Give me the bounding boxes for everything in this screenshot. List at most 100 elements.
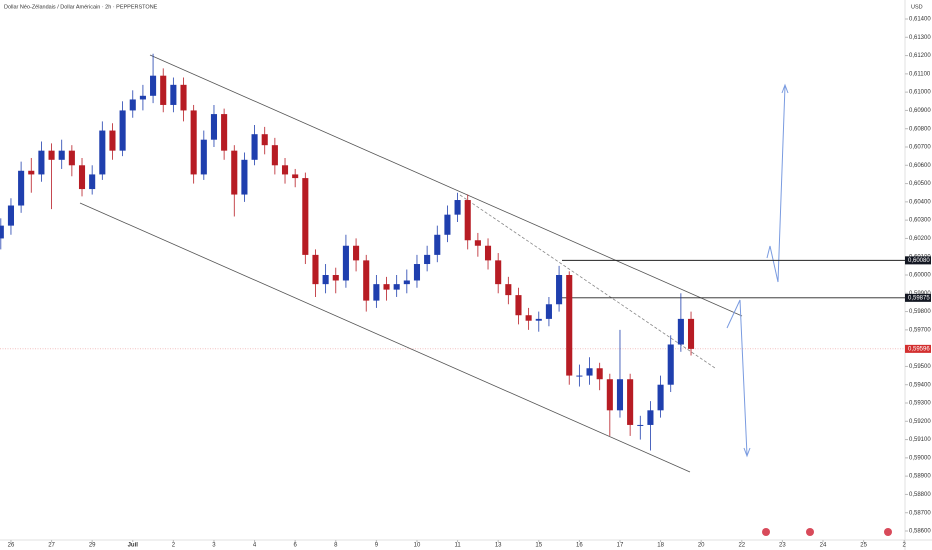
candle-body (281, 165, 289, 175)
y-tick-label: 0,60400 (909, 199, 931, 205)
candle-body (99, 130, 106, 175)
chart-title: Dollar Néo-Zélandais / Dollar Américain … (4, 4, 158, 10)
candle-body (0, 225, 4, 239)
candle-body (241, 159, 248, 195)
candle-body (210, 114, 218, 140)
y-tick-label: 0,60200 (909, 236, 931, 242)
candle-body (424, 254, 431, 265)
candle-body (393, 284, 400, 290)
y-tick-label: 0,59800 (909, 309, 931, 315)
y-tick-label: 0,59300 (909, 401, 931, 407)
x-tick-label: 2 (903, 543, 907, 549)
candle-body (251, 134, 258, 160)
candle-body (647, 410, 654, 425)
candle-body (109, 130, 116, 151)
y-tick-label: 0,59500 (909, 364, 931, 370)
candle-body (586, 368, 593, 376)
x-tick-label: 13 (495, 543, 502, 549)
candle-body (261, 134, 268, 146)
channel-lower (79, 202, 691, 473)
arrow-head (781, 83, 789, 94)
y-tick-label: 0,61200 (909, 53, 931, 59)
x-tick-label: 29 (89, 543, 96, 549)
currency: USD (911, 4, 923, 10)
y-tick-label: 0,60600 (909, 163, 931, 169)
candle-body (332, 275, 339, 281)
last-price-box (905, 344, 931, 353)
y-tick-label: 0,59700 (909, 327, 931, 333)
candle-body (68, 150, 75, 166)
candle-body (495, 260, 502, 285)
candle-body (383, 284, 390, 290)
y-tick-label: 0,61300 (909, 35, 931, 41)
candle-body (627, 379, 634, 425)
x-tick-label: 24 (820, 543, 827, 549)
x-tick-label: 3 (212, 543, 216, 549)
event-icon (806, 528, 814, 536)
y-tick-label: 0,60900 (909, 108, 931, 114)
candle-body (353, 245, 360, 261)
x-tick-label: 26 (8, 543, 15, 549)
x-tick-label: 17 (617, 543, 624, 549)
level-label: 0,60080 (908, 258, 930, 264)
candle-body (342, 245, 349, 281)
candle-body (454, 200, 461, 215)
candle-body (657, 384, 664, 411)
channel-upper (149, 54, 743, 317)
y-tick-label: 0,60700 (909, 145, 931, 151)
level-label-box (905, 293, 931, 302)
candle-body (363, 260, 370, 301)
projection-down (726, 299, 748, 456)
x-tick-label: 10 (414, 543, 421, 549)
y-tick-label: 0,59000 (909, 455, 931, 461)
candle-body (464, 200, 471, 241)
x-tick-label: 11 (454, 543, 461, 549)
candle-body (139, 95, 146, 100)
candle-body (322, 275, 329, 285)
candle-body (596, 368, 603, 380)
candle-body (231, 150, 238, 195)
candle-body (525, 315, 532, 321)
x-tick-label: 4 (253, 543, 257, 549)
y-tick-label: 0,59100 (909, 437, 931, 443)
candle-body (413, 264, 421, 281)
x-tick-label: 22 (738, 543, 745, 549)
candle-body (687, 318, 695, 349)
candle-body (89, 174, 96, 190)
candle-body (373, 284, 380, 301)
candle-body (150, 75, 157, 96)
x-tick-label: 25 (860, 543, 867, 549)
last-price-label: 0,59596 (908, 346, 930, 352)
y-tick-label: 0,60500 (909, 181, 931, 187)
event-icons (762, 528, 892, 536)
level-label: 0,59875 (908, 295, 930, 301)
candle-body (190, 110, 197, 175)
candle-body (119, 110, 126, 151)
candle-body (515, 295, 522, 316)
y-tick-label: 0,59400 (909, 382, 931, 388)
event-icon (762, 528, 770, 536)
candle-body (606, 379, 613, 411)
y-tick-label: 0,61000 (909, 90, 931, 96)
candle-body (474, 240, 481, 246)
candle-body (160, 75, 167, 105)
candle-body (18, 170, 25, 206)
candle-body (566, 275, 573, 376)
x-tick-label: 2 (172, 543, 176, 549)
candle-body (576, 375, 583, 377)
candle-body (667, 344, 674, 385)
y-tick-label: 0,60800 (909, 126, 931, 132)
candle-body (535, 318, 542, 321)
x-tick-label: 6 (293, 543, 297, 549)
candle-body (302, 178, 309, 255)
candle-body (677, 318, 684, 345)
candle-body (545, 304, 552, 319)
x-tick-label: 8 (334, 543, 338, 549)
x-tick-label: 18 (657, 543, 664, 549)
y-tick-label: 0,58600 (909, 529, 931, 535)
y-tick-label: 0,58900 (909, 474, 931, 480)
event-icon (884, 528, 892, 536)
candle-body (200, 139, 207, 175)
